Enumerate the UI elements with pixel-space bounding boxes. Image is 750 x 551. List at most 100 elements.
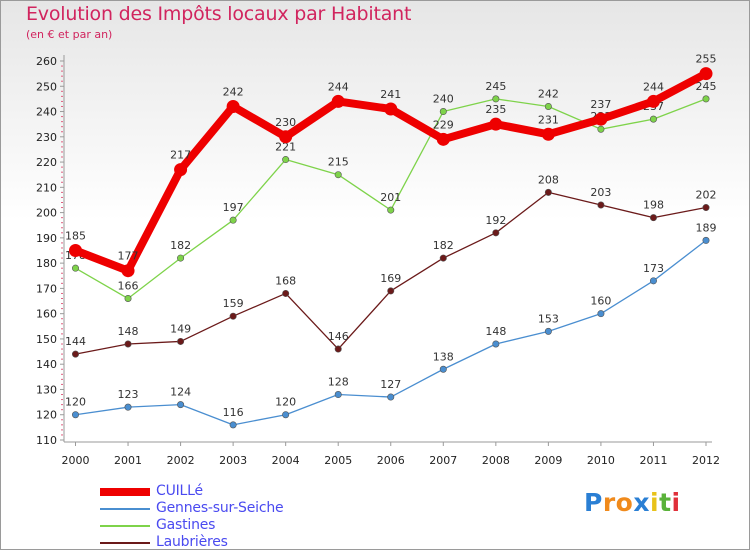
data-label: 242 bbox=[223, 85, 244, 98]
data-label: 208 bbox=[538, 173, 559, 186]
data-label: 146 bbox=[328, 330, 349, 343]
logo-letter: x bbox=[633, 488, 650, 517]
data-point bbox=[121, 264, 135, 278]
data-point bbox=[177, 254, 185, 262]
data-label: 182 bbox=[433, 239, 454, 252]
legend-swatch bbox=[100, 525, 150, 527]
data-label: 182 bbox=[170, 239, 191, 252]
data-point bbox=[72, 350, 80, 358]
data-label: 244 bbox=[328, 80, 349, 93]
data-label: 116 bbox=[223, 406, 244, 419]
data-point bbox=[334, 345, 342, 353]
chart-subtitle: (en € et par an) bbox=[26, 28, 113, 41]
chart-title: Evolution des Impôts locaux par Habitant bbox=[26, 3, 412, 25]
data-label: 221 bbox=[275, 141, 296, 154]
data-label: 201 bbox=[380, 191, 401, 204]
data-label: 192 bbox=[485, 214, 506, 227]
data-label: 255 bbox=[696, 53, 717, 66]
data-point bbox=[541, 127, 555, 141]
data-point bbox=[439, 365, 447, 373]
data-point bbox=[282, 156, 290, 164]
data-label: 245 bbox=[485, 80, 506, 93]
data-point bbox=[492, 340, 500, 348]
y-tick-label: 160 bbox=[36, 308, 57, 321]
data-label: 138 bbox=[433, 350, 454, 363]
logo-letter: o bbox=[615, 488, 634, 517]
y-tick-label: 110 bbox=[36, 434, 57, 447]
data-label: 148 bbox=[118, 325, 139, 338]
data-point bbox=[282, 289, 290, 297]
data-point bbox=[492, 95, 500, 103]
x-tick-label: 2010 bbox=[587, 454, 615, 467]
x-tick-label: 2007 bbox=[429, 454, 457, 467]
data-label: 240 bbox=[433, 93, 454, 106]
y-tick-label: 120 bbox=[36, 409, 57, 422]
logo-letter: i bbox=[671, 488, 681, 517]
data-point bbox=[124, 340, 132, 348]
data-label: 166 bbox=[118, 280, 139, 293]
proxiti-logo: Proxiti bbox=[584, 488, 681, 517]
x-tick-label: 2006 bbox=[377, 454, 405, 467]
data-point bbox=[72, 264, 80, 272]
legend-swatch bbox=[100, 488, 150, 496]
data-point bbox=[439, 254, 447, 262]
data-point bbox=[699, 67, 713, 81]
data-label: 168 bbox=[275, 274, 296, 287]
y-tick-label: 150 bbox=[36, 333, 57, 346]
data-label: 159 bbox=[223, 297, 244, 310]
data-label: 231 bbox=[538, 113, 559, 126]
data-point bbox=[334, 391, 342, 399]
data-point bbox=[594, 112, 608, 126]
data-point bbox=[387, 393, 395, 401]
data-point bbox=[279, 130, 293, 144]
data-point bbox=[177, 337, 185, 345]
x-tick-label: 2001 bbox=[114, 454, 142, 467]
series-laubri-res: 144 148 149 159 168 146 169 182 192 208 203 198 202 bbox=[65, 173, 717, 358]
data-point bbox=[544, 327, 552, 335]
data-label: 128 bbox=[328, 376, 349, 389]
series-gennes-sur-seiche: 120 123 124 116 120 128 127 138 148 153 160 173 189 bbox=[65, 221, 717, 429]
y-tick-label: 220 bbox=[36, 156, 57, 169]
y-tick-label: 210 bbox=[36, 181, 57, 194]
legend-label: Laubrières bbox=[156, 534, 228, 550]
data-point bbox=[492, 229, 500, 237]
data-label: 120 bbox=[275, 396, 296, 409]
x-tick-label: 2003 bbox=[219, 454, 247, 467]
data-point bbox=[489, 117, 503, 131]
data-label: 144 bbox=[65, 335, 86, 348]
data-point bbox=[334, 171, 342, 179]
data-point bbox=[649, 115, 657, 123]
data-label: 217 bbox=[170, 149, 191, 162]
data-label: 177 bbox=[118, 250, 139, 263]
y-tick-label: 250 bbox=[36, 80, 57, 93]
y-tick-label: 180 bbox=[36, 257, 57, 270]
data-label: 235 bbox=[485, 103, 506, 116]
data-label: 185 bbox=[65, 230, 86, 243]
legend-swatch bbox=[100, 542, 150, 544]
data-label: 242 bbox=[538, 87, 559, 100]
data-point bbox=[387, 206, 395, 214]
data-point bbox=[72, 411, 80, 419]
data-point bbox=[544, 188, 552, 196]
logo-letter: P bbox=[584, 488, 603, 517]
x-tick-label: 2002 bbox=[167, 454, 195, 467]
y-tick-label: 230 bbox=[36, 131, 57, 144]
data-point bbox=[702, 204, 710, 212]
data-label: 237 bbox=[590, 98, 611, 111]
data-label: 148 bbox=[485, 325, 506, 338]
data-label: 127 bbox=[380, 378, 401, 391]
data-label: 123 bbox=[118, 388, 139, 401]
data-point bbox=[597, 201, 605, 209]
legend-label: Gastines bbox=[156, 517, 216, 533]
x-tick-label: 2011 bbox=[639, 454, 667, 467]
data-point bbox=[597, 125, 605, 133]
data-label: 160 bbox=[590, 295, 611, 308]
data-label: 189 bbox=[696, 221, 717, 234]
data-point bbox=[436, 132, 450, 146]
data-label: 245 bbox=[696, 80, 717, 93]
data-point bbox=[649, 277, 657, 285]
data-point bbox=[124, 295, 132, 303]
data-point bbox=[597, 310, 605, 318]
data-label: 153 bbox=[538, 312, 559, 325]
